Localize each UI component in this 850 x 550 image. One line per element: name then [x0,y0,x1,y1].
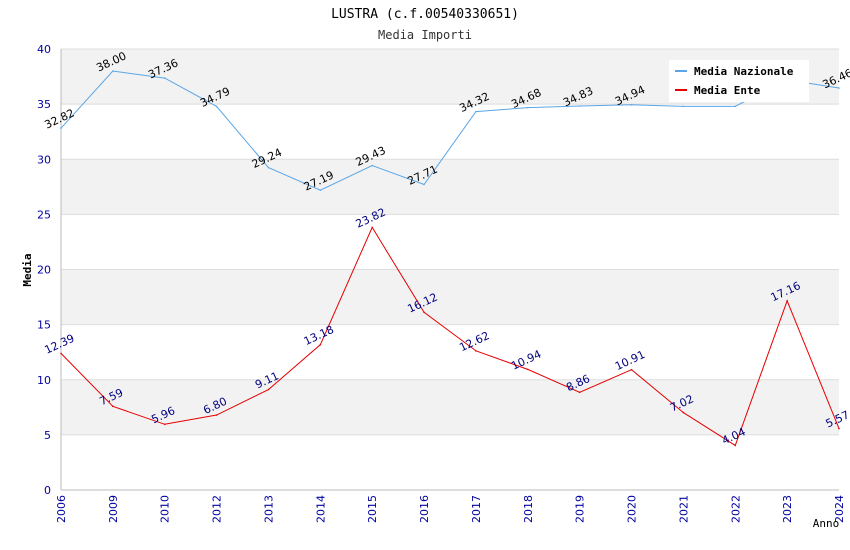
data-point [371,226,374,229]
data-label: 12.62 [457,329,491,354]
x-tick-label: 2023 [781,495,794,523]
data-point [630,103,633,106]
series-lines [60,70,840,447]
data-point [215,105,218,108]
series-line-media-nazionale [60,70,840,191]
data-point [319,343,322,346]
data-point [267,166,270,169]
y-tick-label: 20 [37,264,51,277]
x-tick-label: 2014 [314,495,327,523]
data-point [215,414,218,416]
data-point [319,189,322,192]
chart-title: LUSTRA (c.f.00540330651) [331,7,519,22]
data-point [838,87,840,89]
data-label: 13.18 [302,323,336,348]
x-tick-label: 2015 [366,495,379,523]
x-axis-label: Anno [813,517,840,530]
x-tick-label: 2012 [211,495,224,523]
data-point [423,311,425,314]
data-point [838,427,840,430]
y-axis-label: Media [21,253,34,286]
y-tick-label: 15 [37,319,51,332]
x-tick-label: 2017 [470,495,483,523]
x-tick-label: 2019 [574,495,587,523]
x-tick-labels: 2006 2009 2010 2012 2013 2014 2015 2016 2017 2018… [55,495,846,523]
data-point [682,105,685,108]
y-tick-label: 35 [37,98,51,111]
data-point [371,164,374,167]
data-point [163,77,166,79]
x-tick-label: 2010 [159,495,172,523]
data-point [112,70,114,72]
x-tick-label: 2020 [626,495,639,523]
data-point [682,411,685,414]
data-point [527,368,529,371]
data-label: 10.91 [613,348,647,373]
x-tick-label: 2006 [55,495,68,523]
data-point [734,444,737,447]
band [61,269,839,325]
y-tick-label: 0 [44,484,51,497]
x-tick-label: 2009 [107,495,120,523]
data-point [475,110,477,113]
y-tick-labels: 0 5 10 15 20 25 30 35 40 [37,43,51,497]
data-point [527,106,529,109]
legend-box [669,60,809,102]
data-point [578,105,581,107]
x-tick-label: 2021 [677,495,690,523]
x-tick-label: 2016 [418,495,431,523]
data-point [734,105,737,108]
y-tick-label: 25 [37,208,51,221]
data-point [475,350,477,352]
data-point [60,127,62,129]
y-tick-label: 40 [37,43,51,56]
y-tick-label: 5 [44,429,51,442]
background-bands [61,49,839,435]
data-point [267,388,270,391]
legend: Media Nazionale Media Ente [669,60,809,102]
chart-subtitle: Media Importi [378,28,472,42]
data-point [112,405,114,408]
data-point [786,300,788,302]
data-point [423,183,425,186]
data-point [163,423,166,426]
y-tick-label: 30 [37,153,51,166]
x-tick-label: 2018 [522,495,535,523]
x-tick-label: 2024 [833,495,846,523]
legend-label: Media Ente [694,84,761,97]
x-tick-label: 2013 [262,495,275,523]
data-point [630,368,633,371]
x-tick-label: 2022 [729,495,742,523]
legend-label: Media Nazionale [694,65,794,78]
data-point [60,352,62,355]
y-tick-label: 10 [37,374,51,387]
data-point [578,391,581,394]
band [61,159,839,215]
axes [60,49,839,491]
band [61,379,839,435]
data-label: 12.39 [42,332,76,357]
series-line-media-ente [60,226,840,447]
